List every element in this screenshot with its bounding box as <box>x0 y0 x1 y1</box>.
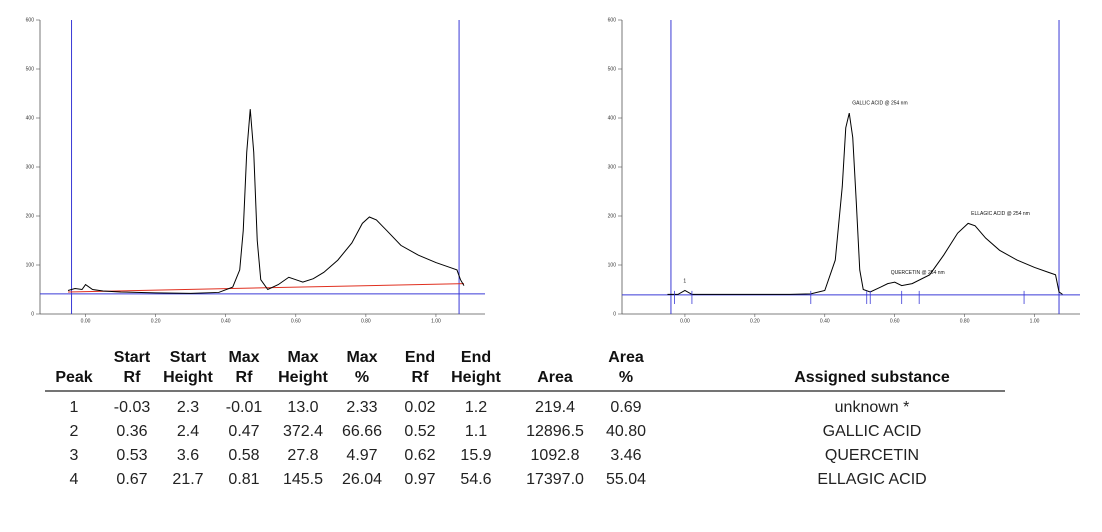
table-cell: 219.4 <box>535 399 575 416</box>
x-tick-label: 0.80 <box>960 318 970 324</box>
table-cell: QUERCETIN <box>825 447 919 464</box>
table-cell: 54.6 <box>460 471 491 488</box>
table-cell: 12896.5 <box>526 423 584 440</box>
table-cell: 0.81 <box>228 471 259 488</box>
table-cell: 0.62 <box>404 447 435 464</box>
x-tick-label: 0.60 <box>291 318 301 324</box>
x-tick-label: 1.00 <box>1030 318 1040 324</box>
table-cell: 21.7 <box>172 471 203 488</box>
table-cell: 0.58 <box>228 447 259 464</box>
x-tick-label: 1.00 <box>431 318 441 324</box>
table-cell: 55.04 <box>606 471 646 488</box>
table-cell: 145.5 <box>283 471 323 488</box>
y-tick-label: 100 <box>26 262 35 268</box>
table-cell: 3.46 <box>610 447 641 464</box>
table-cell: 26.04 <box>342 471 382 488</box>
column-header: Height <box>163 369 213 386</box>
table-cell: 40.80 <box>606 423 646 440</box>
peak-annotation: GALLIC ACID @ 254 nm <box>852 101 907 107</box>
table-cell: ELLAGIC ACID <box>817 471 926 488</box>
table-cell: -0.01 <box>226 399 263 416</box>
y-tick-label: 400 <box>608 115 617 121</box>
y-tick-label: 600 <box>608 17 617 23</box>
y-tick-label: 300 <box>26 164 35 170</box>
y-tick-label: 0 <box>613 311 616 317</box>
column-header: Start <box>114 349 151 366</box>
column-header: End <box>405 349 435 366</box>
table-cell: 13.0 <box>287 399 318 416</box>
y-tick-label: 500 <box>26 66 35 72</box>
x-tick-label: 0.00 <box>81 318 91 324</box>
table-cell: 1.1 <box>465 423 487 440</box>
peak-annotation: QUERCETIN @ 254 nm <box>891 270 945 276</box>
column-header: Area <box>608 349 644 366</box>
y-tick-label: 200 <box>608 213 617 219</box>
column-header: Rf <box>236 369 254 386</box>
column-header: Height <box>451 369 501 386</box>
table-cell: 3.6 <box>177 447 199 464</box>
y-tick-label: 0 <box>31 311 34 317</box>
table-cell: 27.8 <box>287 447 318 464</box>
table-cell: 2 <box>70 423 79 440</box>
column-header: Start <box>170 349 207 366</box>
table-cell: unknown * <box>835 399 910 416</box>
table-cell: 17397.0 <box>526 471 584 488</box>
column-header: % <box>355 369 369 386</box>
y-tick-label: 500 <box>608 66 617 72</box>
table-cell: 0.53 <box>116 447 147 464</box>
x-tick-label: 0.40 <box>221 318 231 324</box>
column-header: Max <box>228 349 259 366</box>
table-cell: 2.4 <box>177 423 199 440</box>
table-cell: 66.66 <box>342 423 382 440</box>
y-tick-label: 100 <box>608 262 617 268</box>
table-cell: 2.33 <box>346 399 377 416</box>
table-cell: 1092.8 <box>531 447 580 464</box>
x-tick-label: 0.00 <box>680 318 690 324</box>
table-cell: 0.67 <box>116 471 147 488</box>
table-cell: 4 <box>70 471 79 488</box>
x-tick-label: 0.80 <box>361 318 371 324</box>
column-header: Max <box>287 349 318 366</box>
densitogram-line <box>67 109 465 294</box>
y-tick-label: 600 <box>26 17 35 23</box>
table-cell: 0.36 <box>116 423 147 440</box>
y-tick-label: 200 <box>26 213 35 219</box>
column-header: Height <box>278 369 328 386</box>
table-cell: 372.4 <box>283 423 323 440</box>
table-cell: 4.97 <box>346 447 377 464</box>
table-cell: 1.2 <box>465 399 487 416</box>
column-header: Area <box>537 369 573 386</box>
y-tick-label: 400 <box>26 115 35 121</box>
peak-annotation: ELLAGIC ACID @ 254 nm <box>971 211 1030 217</box>
column-header: End <box>461 349 491 366</box>
y-tick-label: 300 <box>608 164 617 170</box>
column-header: Peak <box>55 369 92 386</box>
table-cell: 2.3 <box>177 399 199 416</box>
column-header: % <box>619 369 633 386</box>
table-cell: GALLIC ACID <box>823 423 922 440</box>
table-cell: 0.97 <box>404 471 435 488</box>
column-header: Max <box>346 349 377 366</box>
table-cell: 0.69 <box>610 399 641 416</box>
x-tick-label: 0.20 <box>151 318 161 324</box>
x-tick-label: 0.60 <box>890 318 900 324</box>
table-cell: 1 <box>70 399 79 416</box>
x-tick-label: 0.20 <box>750 318 760 324</box>
table-cell: 0.52 <box>404 423 435 440</box>
densitogram-line <box>667 112 1063 295</box>
column-header: Assigned substance <box>794 369 950 386</box>
table-cell: 3 <box>70 447 79 464</box>
table-cell: -0.03 <box>114 399 151 416</box>
table-cell: 15.9 <box>460 447 491 464</box>
table-cell: 0.02 <box>404 399 435 416</box>
column-header: Rf <box>124 369 142 386</box>
peak-annotation: 1 <box>683 278 686 284</box>
column-header: Rf <box>412 369 430 386</box>
table-cell: 0.47 <box>228 423 259 440</box>
x-tick-label: 0.40 <box>820 318 830 324</box>
